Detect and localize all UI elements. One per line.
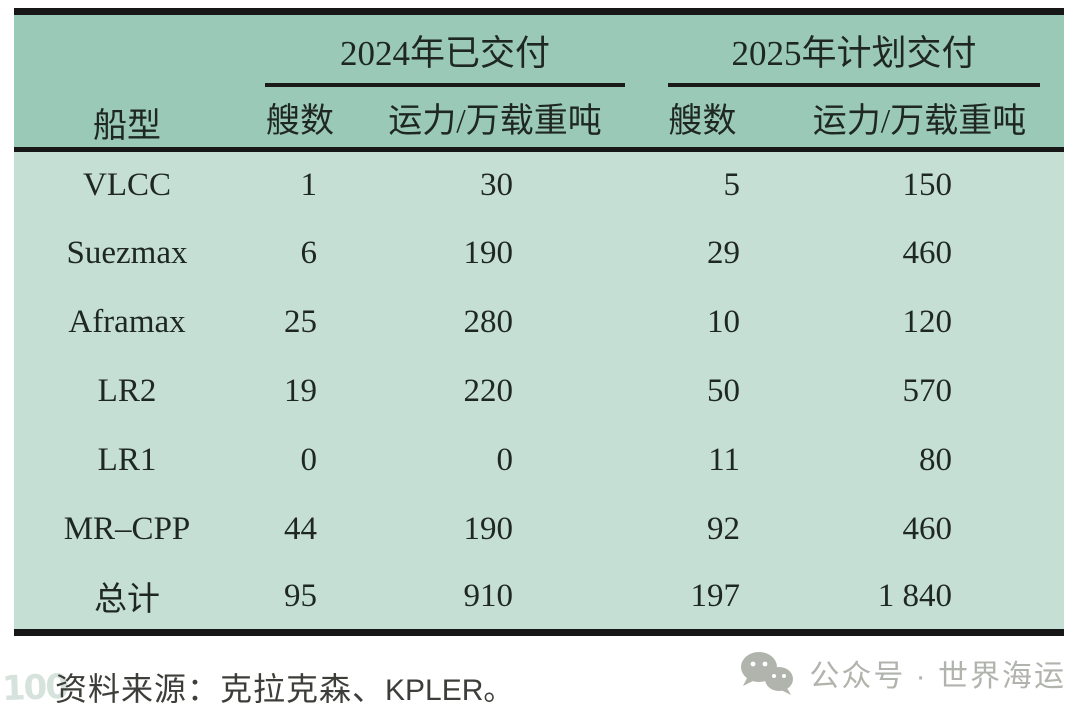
header-group-2025: 2025年计划交付 [630, 12, 1064, 87]
cell-ship-type: VLCC [82, 166, 171, 203]
header-2025-capacity: 运力/万载重吨 [812, 102, 1027, 140]
table-row: MR–CPP 44 190 92 460 [14, 495, 1064, 564]
cell-2025-capacity: 1 840 [877, 577, 953, 614]
cell-2024-capacity: 910 [463, 577, 514, 614]
cell-ship-type: 总计 [94, 582, 160, 619]
source-note: 资料来源：克拉克森、KPLER。 [55, 664, 513, 710]
cell-2024-ships: 95 [284, 577, 317, 614]
cell-2025-capacity: 460 [902, 510, 953, 547]
cell-2024-ships: 1 [300, 166, 318, 203]
wechat-badge: 公众号 · 世界海运 [735, 650, 1066, 696]
cell-2025-ships: 29 [707, 234, 741, 271]
cell-2025-capacity: 150 [902, 166, 953, 203]
table-row: LR2 19 220 50 570 [14, 357, 1064, 426]
cell-2025-capacity: 460 [902, 234, 953, 271]
table-body: VLCC 1 30 5 150 Suezmax 6 190 29 460 Afr… [14, 149, 1065, 633]
cell-2025-ships: 10 [707, 303, 741, 340]
cell-2025-ships: 197 [690, 577, 741, 614]
cell-ship-type: Aframax [68, 303, 186, 340]
wechat-icon [741, 652, 794, 695]
cell-2024-ships: 25 [284, 303, 317, 340]
cell-2025-ships: 50 [707, 372, 741, 409]
cell-2025-capacity: 570 [902, 372, 953, 409]
cell-2024-ships: 44 [284, 510, 317, 547]
header-2024-ships: 艘数 [266, 102, 334, 140]
header-2024-capacity: 运力/万载重吨 [388, 102, 602, 140]
cell-2024-capacity: 280 [463, 303, 514, 340]
cell-2025-capacity: 120 [902, 303, 953, 340]
header-ship-type: 船型 [93, 108, 161, 145]
source-note-kpler: KPLER。 [385, 674, 514, 707]
cell-2025-ships: 5 [723, 166, 741, 203]
cell-2025-ships: 11 [708, 441, 741, 478]
tanker-delivery-table: 船型 2024年已交付 2025年计划交付 艘数 运力/万载重吨 艘数 运力/万… [14, 8, 1065, 636]
source-note-text: 资料来源：克拉克森、 [55, 671, 386, 707]
cell-ship-type: LR1 [97, 441, 157, 478]
table-header: 船型 2024年已交付 2025年计划交付 艘数 运力/万载重吨 艘数 运力/万… [14, 11, 1065, 150]
cell-2024-ships: 0 [300, 441, 318, 478]
header-group-2024-label: 2024年已交付 [265, 25, 626, 87]
cell-2024-ships: 6 [300, 234, 318, 271]
cell-2025-ships: 92 [707, 510, 741, 547]
cell-2024-capacity: 30 [480, 166, 514, 203]
header-2025-ships: 艘数 [668, 102, 737, 140]
cell-2024-capacity: 190 [463, 234, 514, 271]
cell-2024-capacity: 0 [496, 441, 514, 478]
cell-2024-capacity: 220 [463, 372, 514, 409]
cell-ship-type: Suezmax [66, 234, 188, 271]
table-row: Aframax 25 280 10 120 [14, 288, 1064, 357]
table-row: LR1 0 0 11 80 [14, 426, 1064, 495]
table-row-total: 总计 95 910 197 1 840 [14, 564, 1064, 633]
table-row: VLCC 1 30 5 150 [14, 150, 1064, 219]
cell-ship-type: LR2 [97, 372, 157, 409]
wechat-account-label: 公众号 · 世界海运 [809, 660, 1066, 693]
header-group-2024: 2024年已交付 [240, 12, 630, 87]
cell-ship-type: MR–CPP [63, 510, 191, 547]
cell-2024-capacity: 190 [463, 510, 514, 547]
header-group-2025-label: 2025年计划交付 [668, 25, 1041, 87]
cell-2024-ships: 19 [284, 372, 317, 409]
cell-2025-capacity: 80 [919, 441, 953, 478]
table-row: Suezmax 6 190 29 460 [14, 219, 1064, 288]
